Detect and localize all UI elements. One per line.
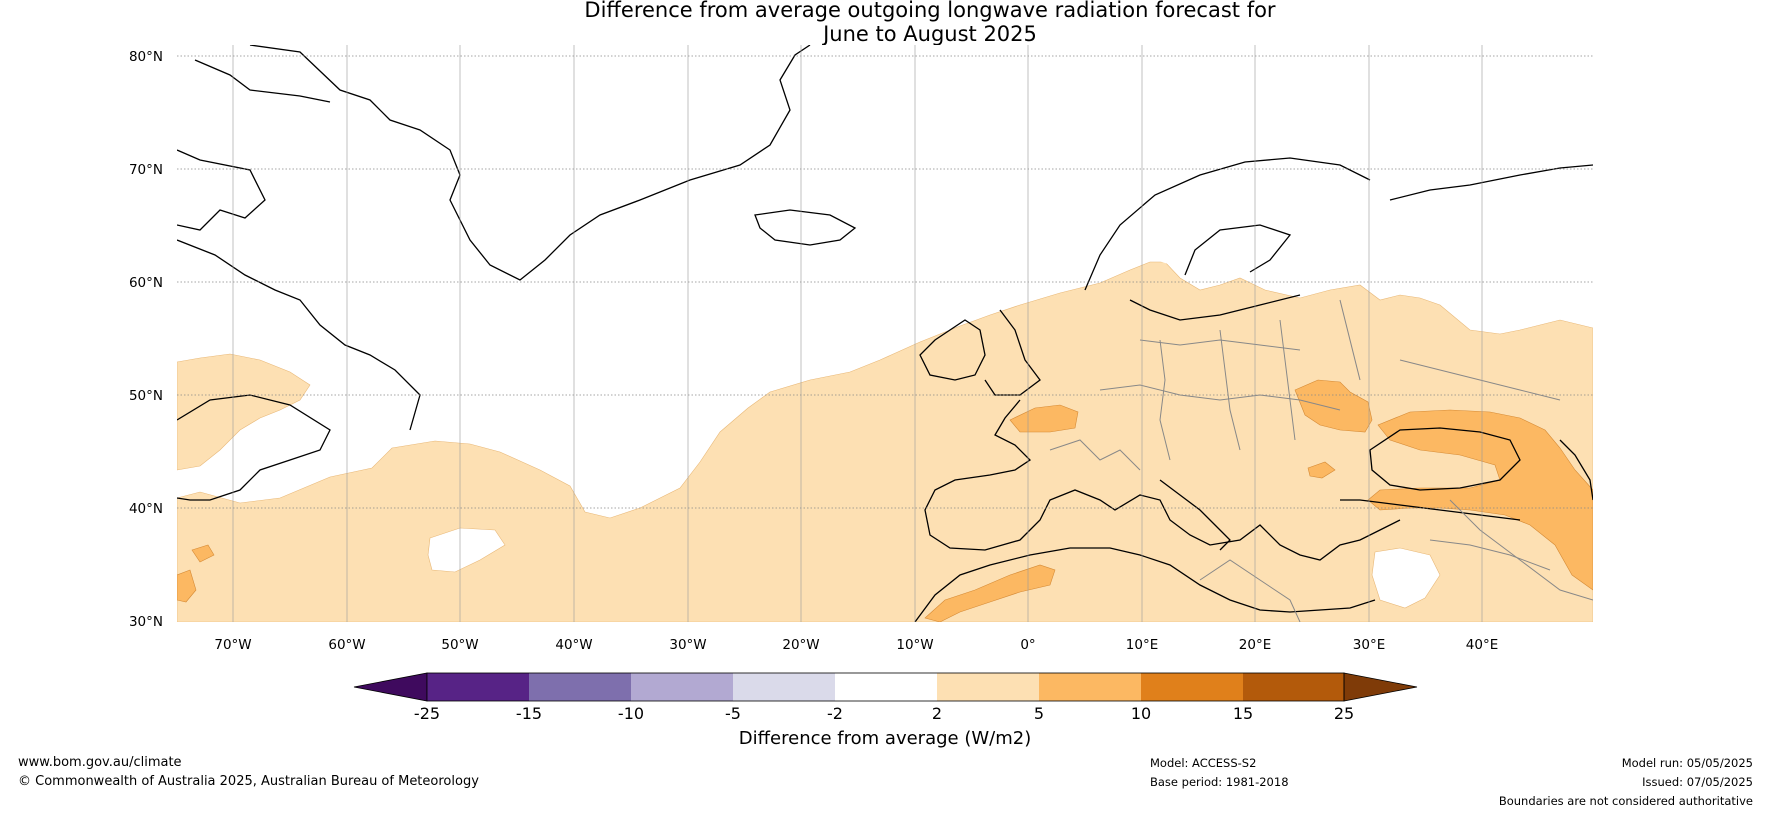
colorbar-swatch	[733, 673, 835, 701]
anomaly-region-5-10-caucasus	[1367, 409, 1593, 591]
colorbar-swatch	[1243, 673, 1344, 701]
colorbar-tick-label: -10	[618, 704, 644, 723]
colorbar-swatch	[1039, 673, 1141, 701]
lon-label: 40°W	[555, 637, 592, 653]
coastlines	[177, 45, 1593, 622]
lon-label: 30°W	[669, 637, 706, 653]
title-line-2: June to August 2025	[823, 22, 1037, 46]
colorbar-tick-label: 10	[1131, 704, 1151, 723]
lat-label: 30°N	[129, 614, 163, 630]
lat-label: 40°N	[129, 501, 163, 517]
anomaly-region-5-10-ukraine	[1294, 379, 1373, 433]
colorbar-tick-label: -25	[414, 704, 440, 723]
lon-label: 20°W	[782, 637, 819, 653]
lon-label: 10°E	[1126, 637, 1158, 653]
colorbar-tick-label: -5	[725, 704, 741, 723]
colorbar-tick-label: 15	[1233, 704, 1253, 723]
footer-base-period: Base period: 1981-2018	[1150, 775, 1289, 789]
lon-label: 50°W	[441, 637, 478, 653]
colorbar-tick-label: -15	[516, 704, 542, 723]
colorbar-ticks: -25 -15 -10 -5 -2 2 5 10 15 25	[414, 704, 1354, 723]
anomaly-region-5-10-balkans	[1307, 461, 1336, 479]
latitude-lines	[177, 55, 1593, 509]
colorbar-extend-low	[353, 672, 428, 702]
colorbar-extend-high	[1343, 672, 1418, 702]
colorbar-swatch	[529, 673, 631, 701]
neutral-hole-atlantic	[427, 527, 506, 573]
colorbar-tick-label: 25	[1334, 704, 1354, 723]
lon-label: 0°	[1020, 637, 1035, 653]
footer-disclaimer: Boundaries are not considered authoritat…	[1498, 794, 1753, 808]
footer-url: www.bom.gov.au/climate	[18, 755, 182, 770]
colorbar-swatch	[427, 673, 529, 701]
colorbar-label: Difference from average (W/m2)	[738, 728, 1032, 749]
chart-title: Difference from average outgoing longwav…	[0, 0, 1770, 46]
lon-label: 20°E	[1239, 637, 1271, 653]
anomaly-region-5-10-france	[1009, 404, 1079, 433]
lon-label: 30°E	[1353, 637, 1385, 653]
map-area	[177, 45, 1593, 622]
colorbar-tick-label: 2	[932, 704, 942, 723]
colorbar-swatch	[835, 673, 937, 701]
footer-copyright: © Commonwealth of Australia 2025, Austra…	[18, 774, 479, 789]
anomaly-region-5-10-west	[177, 544, 215, 603]
title-line-1: Difference from average outgoing longwav…	[584, 0, 1276, 22]
lat-label: 50°N	[129, 388, 163, 404]
colorbar-swatch	[631, 673, 733, 701]
longitude-labels: 70°W 60°W 50°W 40°W 30°W 20°W 10°W 0° 10…	[214, 637, 1498, 653]
colorbar-tick-label: -2	[827, 704, 843, 723]
lat-label: 60°N	[129, 275, 163, 291]
colorbar-tick-label: 5	[1034, 704, 1044, 723]
neutral-hole-levant	[1371, 547, 1441, 609]
country-borders	[1049, 299, 1593, 622]
anomaly-region-2-5-atlantic	[177, 261, 1593, 622]
latitude-labels: 80°N 70°N 60°N 50°N 40°N 30°N	[129, 49, 163, 630]
lon-label: 10°W	[896, 637, 933, 653]
longitude-lines	[232, 45, 1483, 622]
footer-model: Model: ACCESS-S2	[1150, 756, 1257, 770]
colorbar-swatch	[1141, 673, 1243, 701]
colorbar: -25 -15 -10 -5 -2 2 5 10 15 25	[353, 672, 1418, 723]
lat-label: 80°N	[129, 49, 163, 65]
footer-issued: Issued: 07/05/2025	[1642, 775, 1753, 789]
lon-label: 40°E	[1466, 637, 1498, 653]
lat-label: 70°N	[129, 162, 163, 178]
footer-model-run: Model run: 05/05/2025	[1621, 756, 1753, 770]
colorbar-swatch	[937, 673, 1039, 701]
colorbar-outline	[426, 672, 1345, 702]
lon-label: 70°W	[214, 637, 251, 653]
anomaly-region-5-10-sahara	[924, 564, 1056, 622]
lon-label: 60°W	[328, 637, 365, 653]
